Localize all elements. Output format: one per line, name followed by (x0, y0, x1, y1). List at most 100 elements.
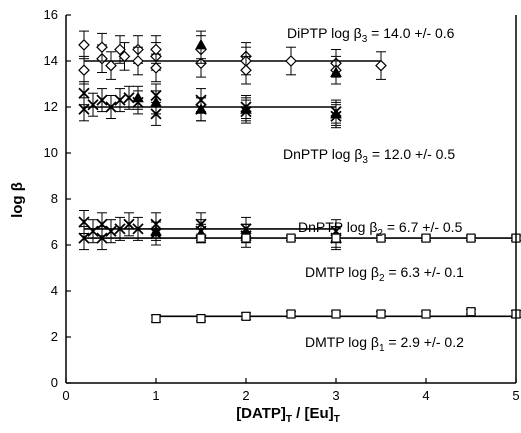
y-tick-label: 2 (51, 329, 58, 344)
data-markers (78, 30, 521, 324)
square-marker (151, 314, 161, 324)
x-marker (114, 223, 126, 235)
data-point (376, 233, 386, 243)
triangle-marker (195, 38, 207, 50)
data-point (78, 226, 90, 251)
x-marker (132, 223, 144, 235)
square-marker (466, 307, 476, 317)
data-point (118, 42, 131, 71)
diamond-marker (114, 43, 126, 56)
data-point (114, 216, 126, 241)
data-point (105, 219, 117, 244)
diamond-marker (375, 59, 387, 72)
square-marker (286, 233, 296, 243)
x-marker (114, 94, 126, 106)
x-tick-label: 0 (62, 388, 69, 403)
x-marker (78, 232, 90, 244)
data-point (195, 30, 207, 60)
data-point (196, 314, 206, 324)
x-tick-label: 5 (512, 388, 519, 403)
data-point (78, 55, 90, 85)
data-point (87, 219, 99, 244)
data-point (286, 309, 296, 319)
square-marker (421, 233, 431, 243)
data-point (150, 221, 162, 241)
triangle-marker (132, 91, 144, 103)
y-tick-label: 8 (51, 191, 58, 206)
x-marker (96, 232, 108, 244)
data-point (132, 85, 144, 110)
triangle-marker (330, 66, 342, 77)
data-point (195, 97, 207, 122)
data-point (376, 309, 386, 319)
x-marker (78, 103, 90, 115)
annotation-label: DnPTP log β2 = 6.7 +/- 0.5 (298, 219, 463, 239)
annotations: DiPTP log β3 = 14.0 +/- 0.6 DnPTP log β3 … (283, 25, 464, 354)
triangle-marker (150, 225, 162, 236)
data-point (114, 88, 126, 113)
data-point (114, 35, 126, 64)
y-tick-label: 12 (44, 99, 58, 114)
data-point (196, 233, 206, 243)
annotation-label: DiPTP log β3 = 14.0 +/- 0.6 (287, 25, 455, 45)
data-point (240, 55, 252, 85)
x-marker (105, 225, 117, 237)
data-point (132, 46, 144, 76)
data-point (151, 314, 161, 324)
data-point (150, 35, 162, 64)
diamond-marker (96, 41, 108, 54)
square-marker (241, 233, 251, 243)
triangle-marker (240, 103, 252, 114)
y-tick-label: 10 (44, 145, 58, 160)
triangle-marker (195, 103, 207, 114)
annotation-label: DMTP log β1 = 2.9 +/- 0.2 (305, 334, 464, 354)
diamond-marker (105, 59, 117, 72)
y-tick-label: 14 (44, 53, 58, 68)
data-point (123, 212, 135, 237)
diamond-marker (150, 43, 162, 56)
annotation-label: DnPTP log β3 = 12.0 +/- 0.5 (283, 146, 455, 166)
diamond-marker (240, 64, 252, 77)
y-tick-label: 0 (51, 375, 58, 390)
data-point (466, 307, 476, 317)
data-point (241, 233, 251, 243)
diamond-marker (78, 64, 90, 77)
data-point (78, 97, 90, 122)
square-marker (331, 309, 341, 319)
square-marker (286, 309, 296, 319)
y-tick-label: 4 (51, 283, 58, 298)
square-marker (421, 309, 431, 319)
x-marker (105, 101, 117, 113)
data-point (96, 226, 108, 251)
x-marker (87, 225, 99, 237)
square-marker (241, 311, 251, 321)
triangle-marker (330, 107, 342, 119)
data-point (96, 88, 108, 113)
data-point (105, 51, 117, 80)
data-point (286, 233, 296, 243)
data-point (331, 309, 341, 319)
square-marker (196, 233, 206, 243)
x-tick-label: 3 (332, 388, 339, 403)
data-point (285, 46, 297, 76)
square-marker (331, 233, 341, 243)
x-tick-label: 2 (242, 388, 249, 403)
annotation-label: DMTP log β2 = 6.3 +/- 0.1 (305, 264, 464, 284)
triangle-marker (150, 96, 162, 107)
data-point (421, 309, 431, 319)
x-marker (78, 87, 90, 99)
data-point (375, 51, 387, 80)
data-point (96, 32, 108, 62)
y-tick-label: 16 (44, 7, 58, 22)
data-point (123, 85, 135, 110)
data-point (240, 97, 252, 122)
x-marker (96, 94, 108, 106)
diamond-marker (285, 55, 297, 67)
x-marker (123, 218, 135, 230)
square-marker (466, 233, 476, 243)
data-point (331, 233, 341, 243)
square-marker (376, 233, 386, 243)
x-marker (96, 218, 108, 230)
x-marker (87, 99, 99, 111)
